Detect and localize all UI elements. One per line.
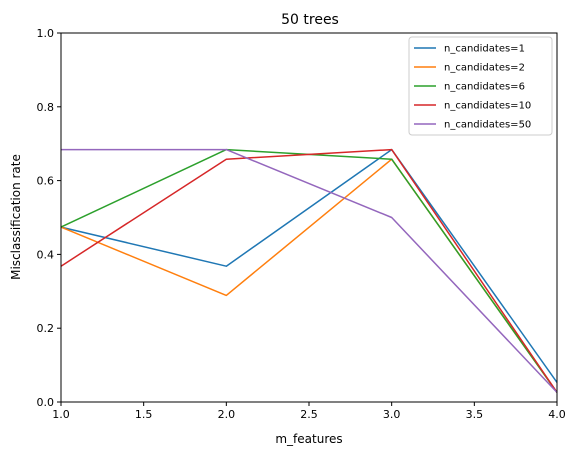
legend-box	[408, 36, 553, 136]
x-axis-ticks: 1.0 1.5 2.0 2.5 3.0 3.5 4.0	[52, 402, 566, 421]
legend-label-5: n_candidates=50	[444, 120, 531, 131]
legend-label-4: n_candidates=10	[444, 101, 531, 112]
x-tick-label: 1.5	[135, 408, 153, 421]
x-tick-label: 1.0	[52, 408, 70, 421]
x-axis-label: m_features	[275, 432, 342, 446]
series-line-5	[61, 148, 558, 393]
y-axis-ticks: 0.0 0.2 0.4 0.6 0.8 1.0	[37, 27, 61, 409]
legend-label-1: n_candidates=1	[444, 44, 525, 55]
x-tick-label: 2.0	[218, 408, 236, 421]
series-line-3	[60, 148, 558, 393]
x-tick-label: 4.0	[548, 408, 566, 421]
legend-label-2: n_candidates=2	[444, 63, 525, 74]
y-tick-label: 0.8	[37, 101, 55, 114]
y-tick-label: 1.0	[37, 27, 55, 40]
y-tick-label: 0.6	[37, 175, 55, 188]
y-tick-label: 0.4	[37, 248, 55, 261]
legend: n_candidates=1 n_candidates=2 n_candidates…	[408, 36, 553, 136]
chart-title: 50 trees	[281, 12, 339, 28]
series-line-2	[60, 158, 558, 393]
x-tick-label: 3.0	[383, 408, 401, 421]
plot-series	[60, 148, 558, 393]
y-tick-label: 0.0	[37, 396, 55, 409]
y-axis-label: Misclassification rate	[9, 154, 23, 280]
x-tick-label: 3.5	[466, 408, 484, 421]
series-line-1	[60, 148, 558, 383]
x-tick-label: 2.5	[300, 408, 318, 421]
legend-label-3: n_candidates=6	[444, 82, 525, 93]
y-tick-label: 0.2	[37, 322, 55, 335]
series-line-4	[60, 148, 558, 393]
